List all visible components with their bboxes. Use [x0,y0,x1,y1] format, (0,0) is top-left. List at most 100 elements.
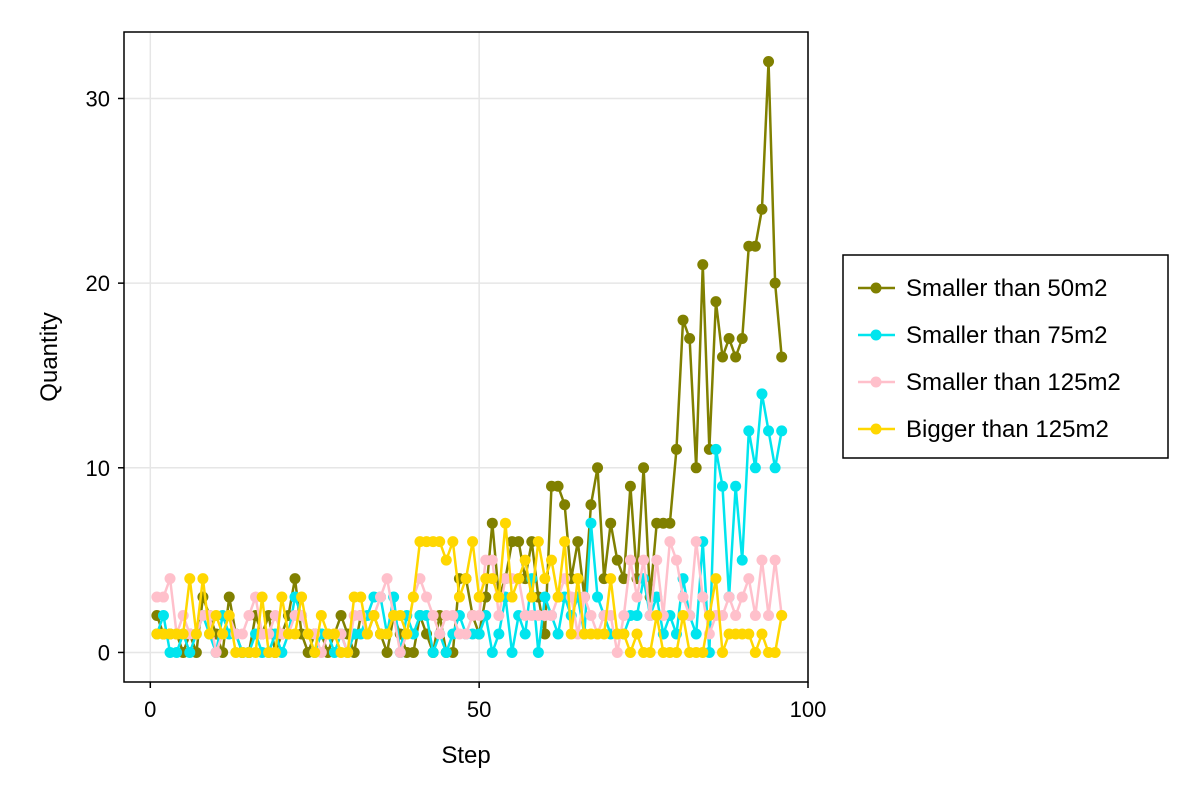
data-point [756,388,768,400]
data-point [697,259,709,271]
y-tick-label: 30 [86,86,110,111]
data-point [717,480,728,492]
data-point [703,610,715,622]
data-point [730,610,742,622]
data-point [506,646,518,658]
data-point [526,591,538,603]
data-point [486,646,498,658]
data-point [559,499,571,511]
data-point [749,462,761,474]
data-point [684,333,696,345]
data-point [710,573,722,585]
data-point [223,591,235,603]
data-point [730,480,742,492]
data-point [519,628,531,640]
data-point [664,536,676,548]
data-point [677,610,689,622]
data-point [493,610,505,622]
data-point [769,462,781,474]
data-point [552,628,564,640]
legend-item: Smaller than 125m2 [858,369,1121,396]
data-point [651,554,663,566]
data-point [302,628,314,640]
data-point [559,536,571,548]
data-point [210,610,222,622]
data-point [690,536,702,548]
series-1 [151,56,788,658]
data-point [670,554,682,566]
x-tick-label: 100 [790,697,827,722]
x-axis-label: Step [441,742,490,769]
data-point [440,554,452,566]
legend-marker [870,423,882,435]
data-point [776,351,788,363]
legend-marker [870,282,882,294]
data-point [638,462,650,474]
data-point [743,628,755,640]
data-point [486,517,498,529]
data-point [618,628,630,640]
data-point [546,610,557,622]
data-point [697,591,709,603]
data-point [236,628,248,640]
axes: 0 50 100 0 10 20 30 [86,86,827,722]
data-point [624,554,636,566]
data-point [664,517,676,529]
data-point [756,554,768,566]
data-point [769,646,781,658]
data-point [749,240,761,252]
data-point [631,610,643,622]
data-point [256,591,268,603]
data-point [624,646,636,658]
data-point [447,536,459,548]
data-point [611,646,623,658]
data-point [427,610,439,622]
legend-item: Bigger than 125m2 [858,416,1109,443]
data-point [250,646,262,658]
data-point [532,646,544,658]
data-point [670,443,682,455]
data-point [493,591,505,603]
data-point [618,610,630,622]
x-tick-label: 0 [144,697,156,722]
data-point [506,591,518,603]
data-point [217,628,229,640]
series-line [156,521,783,654]
data-point [736,554,748,566]
series-line [156,540,783,654]
data-point [434,536,446,548]
data-point [269,610,281,622]
data-point [763,56,775,68]
data-point [631,591,643,603]
data-point [756,628,768,640]
data-point [776,425,788,437]
data-point [513,573,525,585]
data-point [651,591,663,603]
data-point [473,591,485,603]
data-point [460,628,472,640]
data-point [644,646,656,658]
data-point [710,443,722,455]
data-point [717,646,728,658]
data-point [473,628,485,640]
data-point [368,610,380,622]
legend-frame [842,254,1169,459]
data-point [539,628,551,640]
data-point [552,591,564,603]
data-point [605,573,617,585]
data-point [157,610,169,622]
data-point [631,628,643,640]
data-point [546,554,557,566]
data-point [697,646,709,658]
data-point [763,425,775,437]
data-point [493,628,505,640]
legend-label: Bigger than 125m2 [906,416,1109,443]
data-point [670,646,682,658]
data-point [204,628,215,640]
data-point [190,628,202,640]
data-point [407,591,419,603]
data-point [210,646,222,658]
x-tick-label: 50 [467,697,491,722]
data-point [743,573,755,585]
data-point [407,646,419,658]
